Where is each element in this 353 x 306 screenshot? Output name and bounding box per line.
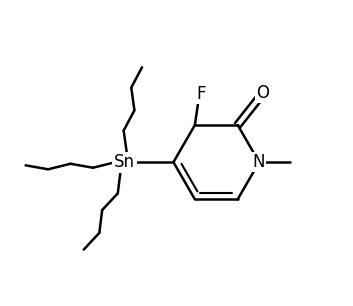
- Text: O: O: [256, 84, 269, 102]
- Text: Sn: Sn: [114, 153, 135, 171]
- Text: N: N: [253, 153, 265, 171]
- Text: F: F: [196, 85, 206, 103]
